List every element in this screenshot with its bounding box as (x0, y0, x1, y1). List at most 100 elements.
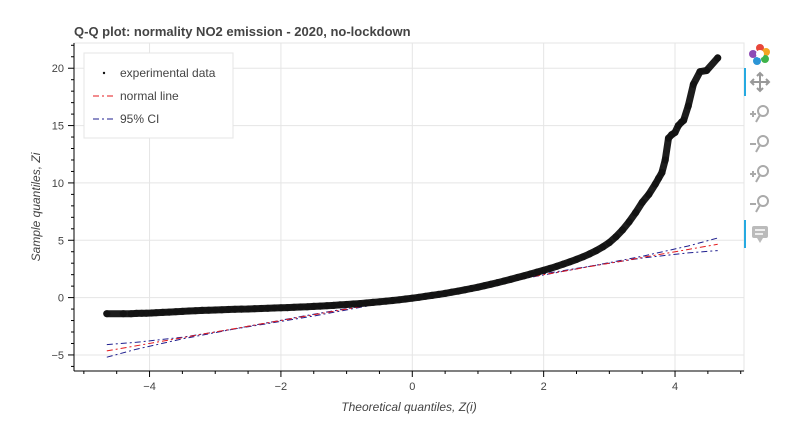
data-point (428, 291, 436, 299)
y-axis-label: Sample quantiles, Zi (29, 152, 43, 261)
data-point (638, 198, 646, 206)
data-point (553, 262, 561, 270)
data-point (231, 305, 239, 313)
hover-icon[interactable] (748, 222, 772, 246)
x-tick-label: −4 (143, 381, 156, 393)
data-point (507, 275, 515, 283)
data-point (211, 306, 219, 314)
data-point (142, 309, 150, 317)
data-point (546, 264, 554, 272)
data-point (323, 302, 331, 310)
data-point (119, 310, 127, 318)
data-point (408, 294, 416, 302)
data-point (625, 218, 633, 226)
data-point (382, 297, 390, 305)
data-point (526, 270, 535, 278)
data-point (415, 293, 423, 301)
data-point (421, 292, 429, 300)
data-point (461, 286, 469, 294)
data-point (612, 233, 620, 241)
data-point (224, 305, 232, 314)
data-point (336, 301, 344, 309)
data-point (435, 290, 443, 298)
data-point (500, 277, 508, 285)
data-point (658, 169, 666, 177)
data-point (605, 239, 613, 247)
data-point (297, 303, 305, 311)
data-point (283, 304, 292, 312)
data-point (520, 272, 528, 280)
data-point (592, 247, 600, 255)
data-point (632, 209, 640, 217)
x-tick-label: −2 (275, 381, 288, 393)
data-point (714, 54, 722, 62)
legend-label-experimental: experimental data (120, 66, 216, 80)
data-point (277, 304, 285, 312)
legend: experimental data normal line 95% CI (83, 52, 234, 139)
data-point (540, 266, 548, 274)
x-axis-label: Theoretical quantiles, Z(i) (341, 400, 476, 414)
data-point (185, 307, 193, 315)
experimental-data-points (103, 54, 722, 318)
bokeh-logo-icon[interactable] (748, 42, 772, 66)
data-point (132, 309, 140, 317)
legend-label-normal-line: normal line (120, 89, 179, 103)
data-point (356, 300, 364, 308)
zoom-in-icon[interactable] (748, 102, 772, 126)
zoom-out-icon[interactable] (748, 132, 772, 156)
data-point (467, 284, 475, 293)
x-tick-label: 0 (409, 381, 415, 393)
data-point (343, 300, 351, 309)
data-point (290, 303, 298, 311)
x-zoom-out-icon[interactable] (748, 192, 772, 216)
data-point (651, 180, 659, 188)
data-point (671, 128, 679, 137)
data-point (191, 307, 200, 315)
data-point (205, 306, 213, 314)
data-point (655, 174, 663, 182)
data-point (303, 303, 311, 311)
pan-icon[interactable] (748, 70, 772, 94)
data-point (480, 282, 489, 290)
data-point (579, 253, 587, 261)
data-point (264, 304, 272, 312)
data-point (237, 305, 246, 313)
data-point (152, 309, 160, 317)
data-point (329, 301, 338, 309)
data-point (533, 268, 541, 276)
data-point (375, 298, 383, 306)
data-point (487, 280, 495, 288)
data-point (448, 288, 456, 296)
y-tick-label: 20 (52, 63, 64, 75)
data-point (474, 283, 482, 291)
data-point (684, 102, 692, 110)
data-point (218, 306, 226, 314)
data-point (689, 80, 698, 88)
data-point (362, 299, 370, 307)
data-point (618, 226, 627, 234)
data-point (178, 307, 186, 315)
y-tick-label: −5 (51, 350, 64, 362)
data-point (513, 273, 522, 282)
data-point (586, 250, 594, 258)
data-point (257, 304, 265, 313)
legend-marker-experimental (102, 71, 106, 75)
data-point (316, 302, 324, 310)
data-point (251, 305, 259, 313)
axes-layer: −4 −2 0 2 4 −5 0 5 10 15 20 (51, 43, 744, 393)
y-tick-label: 10 (52, 178, 64, 190)
x-tick-label: 2 (541, 381, 547, 393)
data-point (566, 258, 574, 266)
data-point (441, 289, 449, 297)
data-point (349, 300, 357, 308)
data-point (395, 296, 403, 304)
x-tick-label: 4 (672, 381, 678, 393)
data-point (703, 66, 711, 75)
hover-active-indicator (744, 220, 746, 248)
data-point (198, 306, 206, 314)
x-zoom-in-icon[interactable] (748, 162, 772, 186)
data-point (572, 255, 581, 263)
data-point (244, 305, 252, 313)
